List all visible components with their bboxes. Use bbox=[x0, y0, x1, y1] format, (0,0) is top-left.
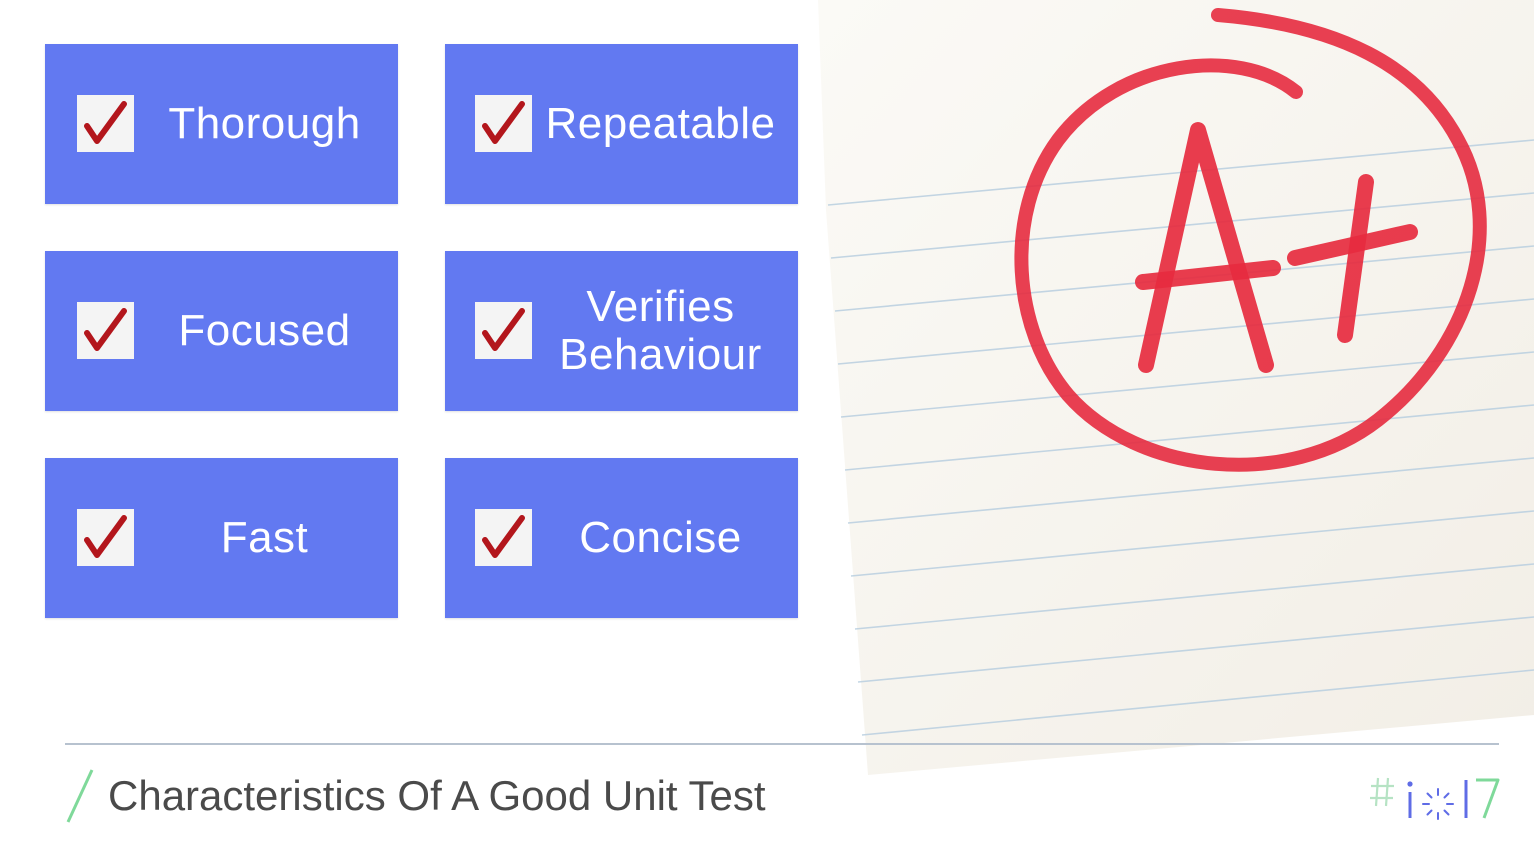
card-label: Focused bbox=[178, 306, 351, 355]
card-label: Fast bbox=[220, 513, 309, 562]
checkbox-icon bbox=[77, 509, 134, 566]
card-repeatable: Repeatable bbox=[445, 44, 798, 204]
card-focused: Focused bbox=[45, 251, 398, 411]
card-label: Concise bbox=[579, 513, 742, 562]
graded-paper-image bbox=[818, 0, 1534, 775]
card-concise: Concise bbox=[445, 458, 798, 618]
slash-accent-icon bbox=[62, 766, 102, 826]
card-label: Verifies Behaviour bbox=[559, 282, 762, 379]
card-label: Thorough bbox=[168, 99, 361, 148]
google-io-17-logo bbox=[1368, 772, 1504, 824]
slide-title: Characteristics Of A Good Unit Test bbox=[108, 772, 766, 819]
checkbox-icon bbox=[475, 95, 532, 152]
card-label: Repeatable bbox=[545, 99, 776, 148]
checkbox-icon bbox=[77, 302, 134, 359]
checkbox-icon bbox=[475, 302, 532, 359]
card-verifies-behaviour: Verifies Behaviour bbox=[445, 251, 798, 411]
card-thorough: Thorough bbox=[45, 44, 398, 204]
checkbox-icon bbox=[475, 509, 532, 566]
card-fast: Fast bbox=[45, 458, 398, 618]
footer-divider bbox=[65, 743, 1499, 745]
checkbox-icon bbox=[77, 95, 134, 152]
